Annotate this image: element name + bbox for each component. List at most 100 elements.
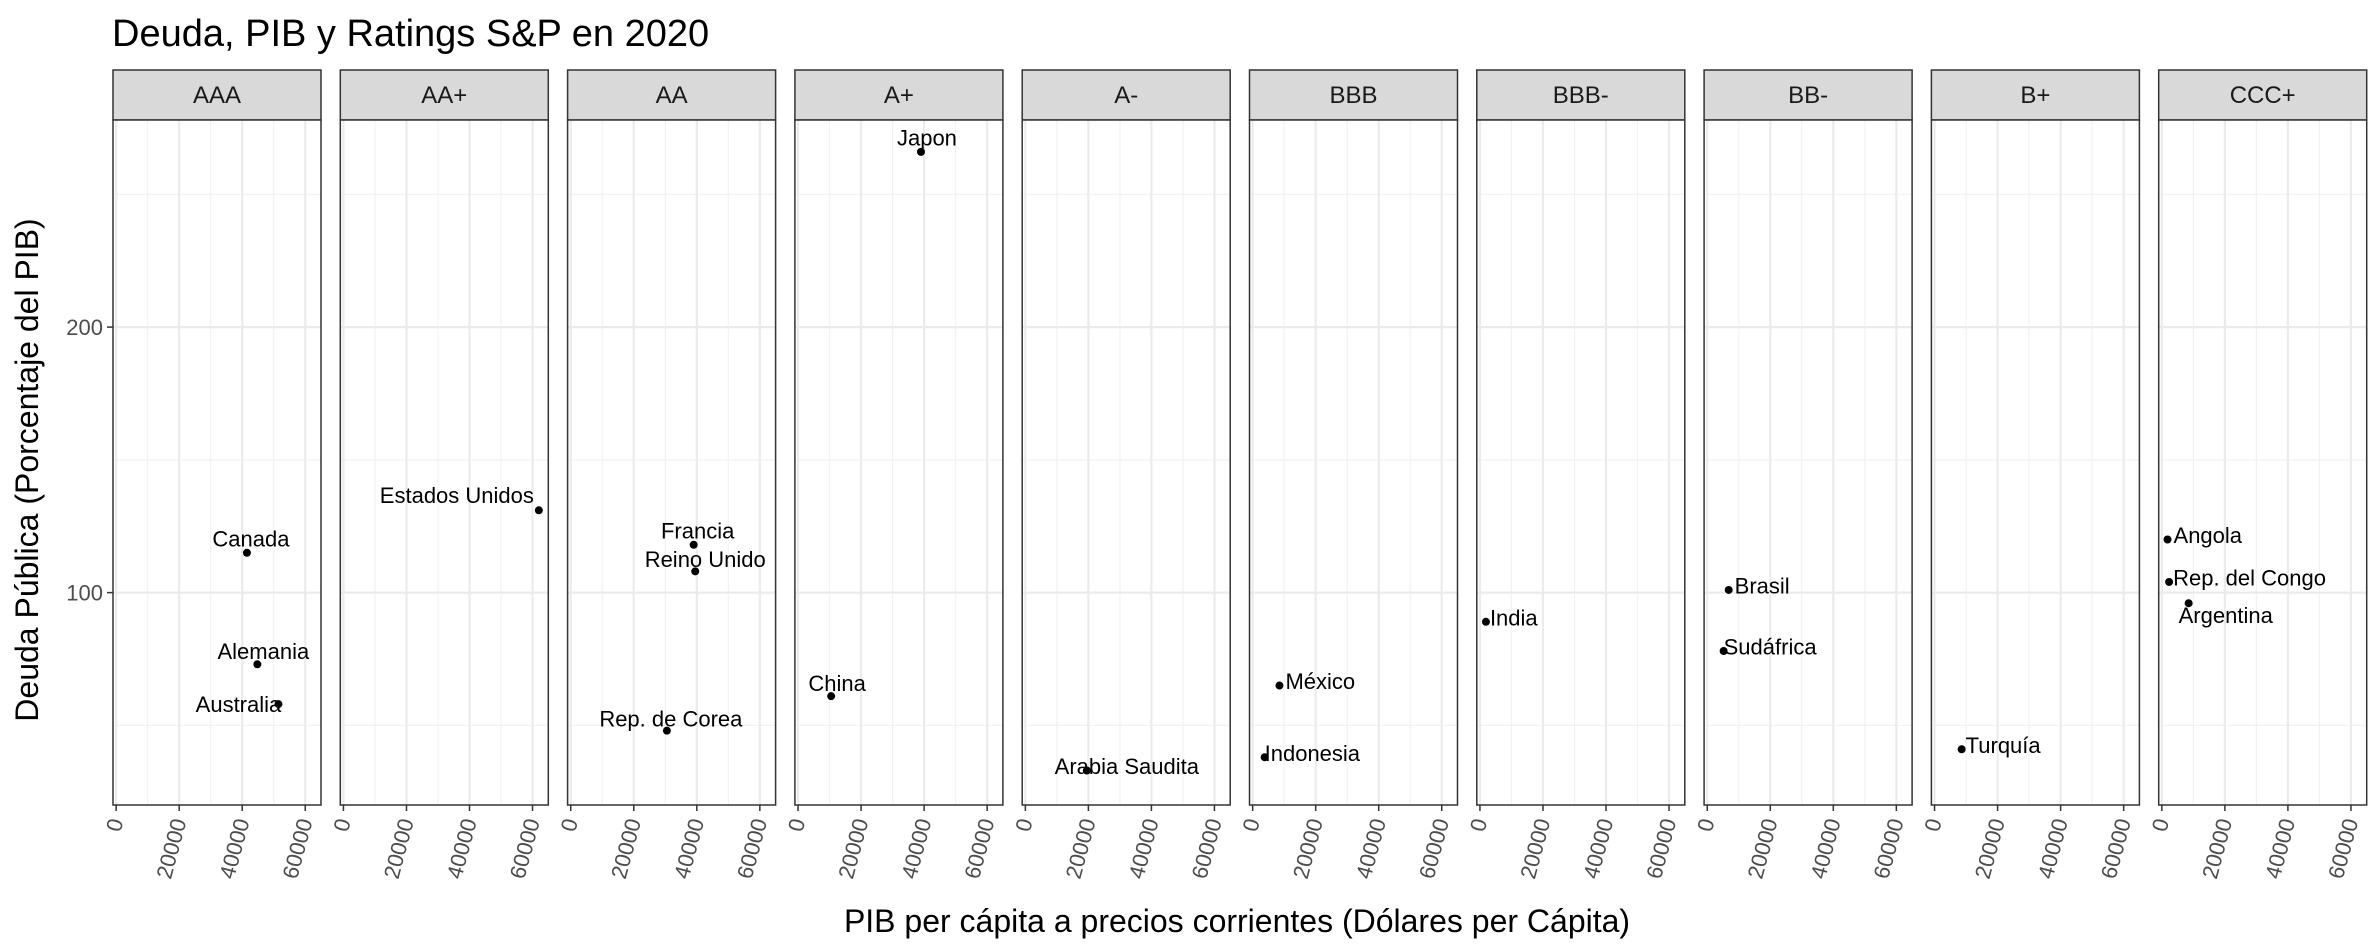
facet-panel-aa: AA 0 20000 40000 60000 Francia Reino Unido Rep.… (556, 69, 777, 882)
facet-panel-a-minus: A- 0 20000 40000 60000 Arabia Saudita (1010, 69, 1231, 882)
data-point (1275, 681, 1284, 690)
x-tick-label: 0 (1010, 816, 1037, 834)
facet-panel-bb-minus: BB- 0 20000 40000 60000 Brasil Sudáfrica (1692, 69, 1913, 882)
x-tick-label: 0 (2147, 816, 2174, 834)
panel-border (1703, 119, 1913, 806)
x-tick-label: 20000 (379, 816, 419, 882)
data-point-label: Brasil (1735, 574, 1790, 599)
facet-strip (112, 69, 322, 121)
data-point (2165, 577, 2174, 586)
facet-strip-label: BBB (1329, 82, 1377, 109)
data-point (827, 692, 836, 701)
data-point-label: México (1285, 669, 1355, 694)
facet-panel-a-minusplus: A+ 0 20000 40000 60000 Japon China (783, 69, 1004, 882)
panel-border (566, 119, 777, 806)
panel-border (1930, 119, 2141, 806)
x-tick-label: 0 (556, 816, 583, 834)
facet-strip-label: A- (1114, 82, 1138, 109)
x-tick-label: 20000 (151, 816, 191, 882)
plot-background (1931, 120, 2140, 805)
x-tick-label: 60000 (959, 816, 999, 882)
data-point-label: India (1490, 606, 1538, 631)
facet-strip-label: B+ (2020, 82, 2050, 109)
panel-border (1476, 119, 1686, 806)
x-tick-label: 60000 (505, 816, 545, 882)
x-tick-label: 40000 (2033, 816, 2073, 882)
data-point-label: Alemania (217, 639, 309, 664)
data-point-label: Japon (897, 126, 957, 151)
x-tick-label: 20000 (606, 816, 646, 882)
x-tick-label: 60000 (1414, 816, 1454, 882)
panel-border (1248, 119, 1459, 806)
x-tick-label: 20000 (1515, 816, 1555, 882)
data-point (274, 700, 283, 709)
data-point-label: Indonesia (1265, 741, 1361, 766)
x-tick-label: 60000 (1869, 816, 1909, 882)
data-point (689, 540, 698, 549)
data-point (916, 147, 925, 156)
plot-background (1249, 120, 1458, 805)
chart-title: Deuda, PIB y Ratings S&P en 2020 (112, 13, 709, 55)
x-tick-label: 60000 (2096, 816, 2136, 882)
facet-panel-bbb: BBB 0 20000 40000 60000 México Indonesia (1238, 69, 1459, 882)
x-tick-label: 40000 (214, 816, 254, 882)
x-tick-label: 0 (101, 816, 128, 834)
data-point (534, 506, 543, 515)
x-tick-label: 60000 (278, 816, 318, 882)
data-point (1724, 585, 1733, 594)
x-tick-label: 40000 (2260, 816, 2300, 882)
y-tick-label: 200 (66, 315, 103, 340)
data-point-label: China (808, 671, 866, 696)
facet-strip-label: CCC+ (2230, 82, 2296, 109)
facet-strip-label: BB- (1788, 82, 1828, 109)
data-point-label: Rep. de Corea (599, 706, 743, 731)
x-tick-label: 20000 (1743, 816, 1783, 882)
x-tick-label: 20000 (1970, 816, 2010, 882)
facet-panel-ccc-minusplus: CCC+ 0 20000 40000 60000 Angola Rep. del Congo… (2147, 69, 2368, 882)
panel-border (1021, 119, 1231, 806)
data-point-label: Reino Unido (645, 547, 766, 572)
facet-strip-label: A+ (884, 82, 914, 109)
data-point (253, 660, 262, 669)
y-axis-title: Deuda Pública (Porcentaje del PIB) (9, 218, 45, 721)
data-point-label: Australia (196, 692, 282, 717)
x-tick-label: 40000 (1351, 816, 1391, 882)
facet-strip (566, 69, 777, 121)
facet-strip-label: AA (656, 82, 688, 109)
x-tick-label: 40000 (1578, 816, 1618, 882)
data-point (1481, 617, 1490, 626)
data-point-label: Turquía (1966, 733, 2042, 758)
x-tick-label: 0 (1465, 816, 1492, 834)
panel-border (112, 119, 322, 806)
x-tick-label: 60000 (1187, 816, 1227, 882)
data-point (1719, 647, 1728, 656)
facet-strip (1021, 69, 1231, 121)
facet-panel-aa-minusplus: AA+ 0 20000 40000 60000 Estados Unidos (328, 69, 550, 882)
plot-background (340, 120, 549, 805)
panel-border (794, 119, 1004, 806)
data-point (691, 567, 700, 576)
plot-background (794, 120, 1003, 805)
data-point-label: Canada (212, 526, 290, 551)
data-point-label: Estados Unidos (380, 483, 534, 508)
facet-panel-aaa: AAA 0 20000 40000 60000 Canada Alemania Austral… (101, 69, 322, 882)
plot-background (567, 120, 776, 805)
data-point (2163, 535, 2172, 544)
plot-background (1022, 120, 1231, 805)
data-point (1957, 745, 1966, 754)
x-tick-label: 40000 (442, 816, 482, 882)
data-point (662, 726, 671, 735)
x-tick-label: 0 (783, 816, 810, 834)
x-tick-label: 0 (328, 816, 355, 834)
data-point-label: Arabia Saudita (1055, 754, 1200, 779)
x-tick-label: 20000 (2197, 816, 2237, 882)
facet-strip (794, 69, 1004, 121)
x-tick-label: 40000 (1806, 816, 1846, 882)
plot-background (1704, 120, 1913, 805)
facet-strip-label: AA+ (421, 82, 467, 109)
plot-background (1476, 120, 1685, 805)
facet-strip (1476, 69, 1686, 121)
facet-strip (339, 69, 550, 121)
